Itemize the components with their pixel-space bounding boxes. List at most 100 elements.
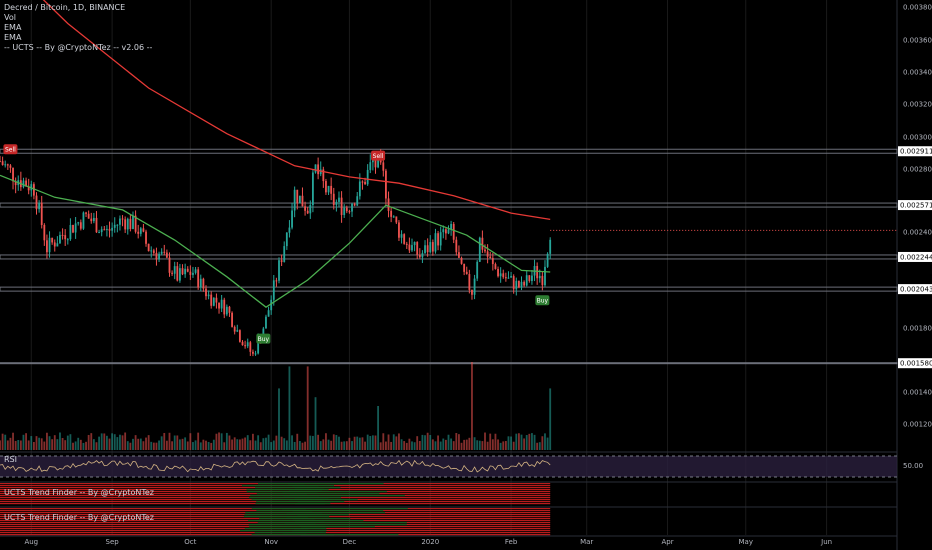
candle[interactable] bbox=[1, 161, 4, 165]
support-resistance-level[interactable] bbox=[0, 362, 898, 365]
candle[interactable] bbox=[231, 312, 233, 327]
candle[interactable] bbox=[546, 253, 549, 267]
candle[interactable] bbox=[504, 277, 507, 279]
candle[interactable] bbox=[205, 288, 207, 297]
ema-slow-line[interactable] bbox=[0, 0, 551, 221]
candle[interactable] bbox=[275, 280, 278, 282]
candle[interactable] bbox=[309, 205, 312, 214]
volume-indicator-label[interactable]: Vol bbox=[4, 13, 16, 22]
candle[interactable] bbox=[0, 161, 1, 162]
candle[interactable] bbox=[35, 195, 38, 210]
candle[interactable] bbox=[155, 252, 158, 260]
candle[interactable] bbox=[439, 232, 442, 246]
candle[interactable] bbox=[285, 232, 288, 247]
candle[interactable] bbox=[252, 351, 254, 354]
candle[interactable] bbox=[87, 213, 90, 219]
candle[interactable] bbox=[171, 272, 174, 274]
candle[interactable] bbox=[69, 225, 72, 240]
candle[interactable] bbox=[408, 244, 411, 251]
candle[interactable] bbox=[210, 294, 213, 306]
candle[interactable] bbox=[48, 237, 51, 253]
candle[interactable] bbox=[199, 278, 202, 288]
candle[interactable] bbox=[181, 268, 184, 275]
candle[interactable] bbox=[108, 228, 111, 231]
candle[interactable] bbox=[233, 326, 236, 332]
symbol-title[interactable]: Decred / Bitcoin, 1D, BINANCE bbox=[4, 3, 126, 12]
candle[interactable] bbox=[416, 242, 419, 255]
candle[interactable] bbox=[353, 203, 356, 206]
candle[interactable] bbox=[429, 242, 432, 253]
candle[interactable] bbox=[40, 202, 43, 225]
candle[interactable] bbox=[343, 207, 346, 215]
candle[interactable] bbox=[541, 275, 544, 286]
support-resistance-level[interactable] bbox=[0, 254, 898, 260]
candle[interactable] bbox=[61, 234, 64, 236]
candle[interactable] bbox=[238, 330, 241, 342]
candle[interactable] bbox=[220, 299, 223, 309]
candle[interactable] bbox=[293, 189, 296, 211]
candle[interactable] bbox=[113, 224, 116, 228]
candle[interactable] bbox=[14, 181, 17, 186]
candle[interactable] bbox=[32, 184, 35, 196]
candle[interactable] bbox=[450, 223, 453, 230]
candle[interactable] bbox=[111, 227, 114, 231]
candle[interactable] bbox=[523, 281, 526, 286]
candle[interactable] bbox=[322, 169, 325, 182]
candle[interactable] bbox=[278, 260, 280, 281]
candle[interactable] bbox=[437, 233, 439, 246]
candle[interactable] bbox=[116, 224, 119, 226]
candle[interactable] bbox=[119, 218, 121, 225]
candle[interactable] bbox=[270, 299, 273, 311]
candle[interactable] bbox=[92, 217, 95, 222]
candle[interactable] bbox=[90, 218, 93, 222]
trend-finder-label-1[interactable]: UCTS Trend Finder -- By @CryptoNTez bbox=[4, 488, 154, 497]
candle[interactable] bbox=[301, 195, 304, 207]
candle[interactable] bbox=[59, 234, 61, 244]
candle[interactable] bbox=[481, 237, 484, 250]
candle[interactable] bbox=[267, 310, 270, 317]
candle[interactable] bbox=[374, 159, 377, 168]
candle[interactable] bbox=[77, 222, 80, 224]
candle[interactable] bbox=[499, 273, 502, 277]
sell-signal-marker[interactable] bbox=[3, 144, 18, 155]
support-resistance-level[interactable] bbox=[0, 148, 898, 154]
candle[interactable] bbox=[79, 222, 82, 229]
candle[interactable] bbox=[306, 210, 309, 214]
candle[interactable] bbox=[471, 289, 473, 295]
candle[interactable] bbox=[283, 246, 286, 262]
candle[interactable] bbox=[426, 245, 429, 253]
ema-fast-line[interactable] bbox=[0, 174, 551, 308]
candle[interactable] bbox=[442, 229, 445, 233]
candle[interactable] bbox=[314, 164, 317, 173]
candle[interactable] bbox=[460, 257, 463, 264]
candle[interactable] bbox=[366, 169, 369, 185]
candle[interactable] bbox=[121, 218, 124, 220]
candle[interactable] bbox=[179, 268, 181, 281]
candle[interactable] bbox=[82, 212, 85, 229]
candle[interactable] bbox=[53, 242, 56, 247]
candle[interactable] bbox=[340, 197, 343, 215]
candle[interactable] bbox=[249, 342, 252, 352]
candle[interactable] bbox=[197, 269, 200, 288]
candle[interactable] bbox=[468, 274, 471, 290]
buy-signal-marker[interactable] bbox=[535, 295, 550, 306]
trend-finder-label-2[interactable]: UCTS Trend Finder -- By @CryptoNTez bbox=[4, 513, 154, 522]
candle[interactable] bbox=[158, 253, 160, 260]
candle[interactable] bbox=[478, 237, 481, 262]
candle[interactable] bbox=[194, 269, 197, 273]
candle[interactable] bbox=[207, 294, 210, 297]
candle[interactable] bbox=[311, 172, 314, 206]
candle[interactable] bbox=[304, 206, 306, 211]
candle[interactable] bbox=[168, 257, 171, 273]
candle[interactable] bbox=[330, 185, 333, 194]
candle[interactable] bbox=[507, 277, 510, 279]
candle[interactable] bbox=[132, 215, 134, 229]
candle[interactable] bbox=[192, 272, 194, 275]
support-resistance-level[interactable] bbox=[0, 286, 898, 292]
candle[interactable] bbox=[515, 280, 518, 290]
candle[interactable] bbox=[531, 275, 533, 281]
candle[interactable] bbox=[525, 275, 528, 286]
candle[interactable] bbox=[390, 210, 393, 217]
candle[interactable] bbox=[139, 228, 142, 234]
